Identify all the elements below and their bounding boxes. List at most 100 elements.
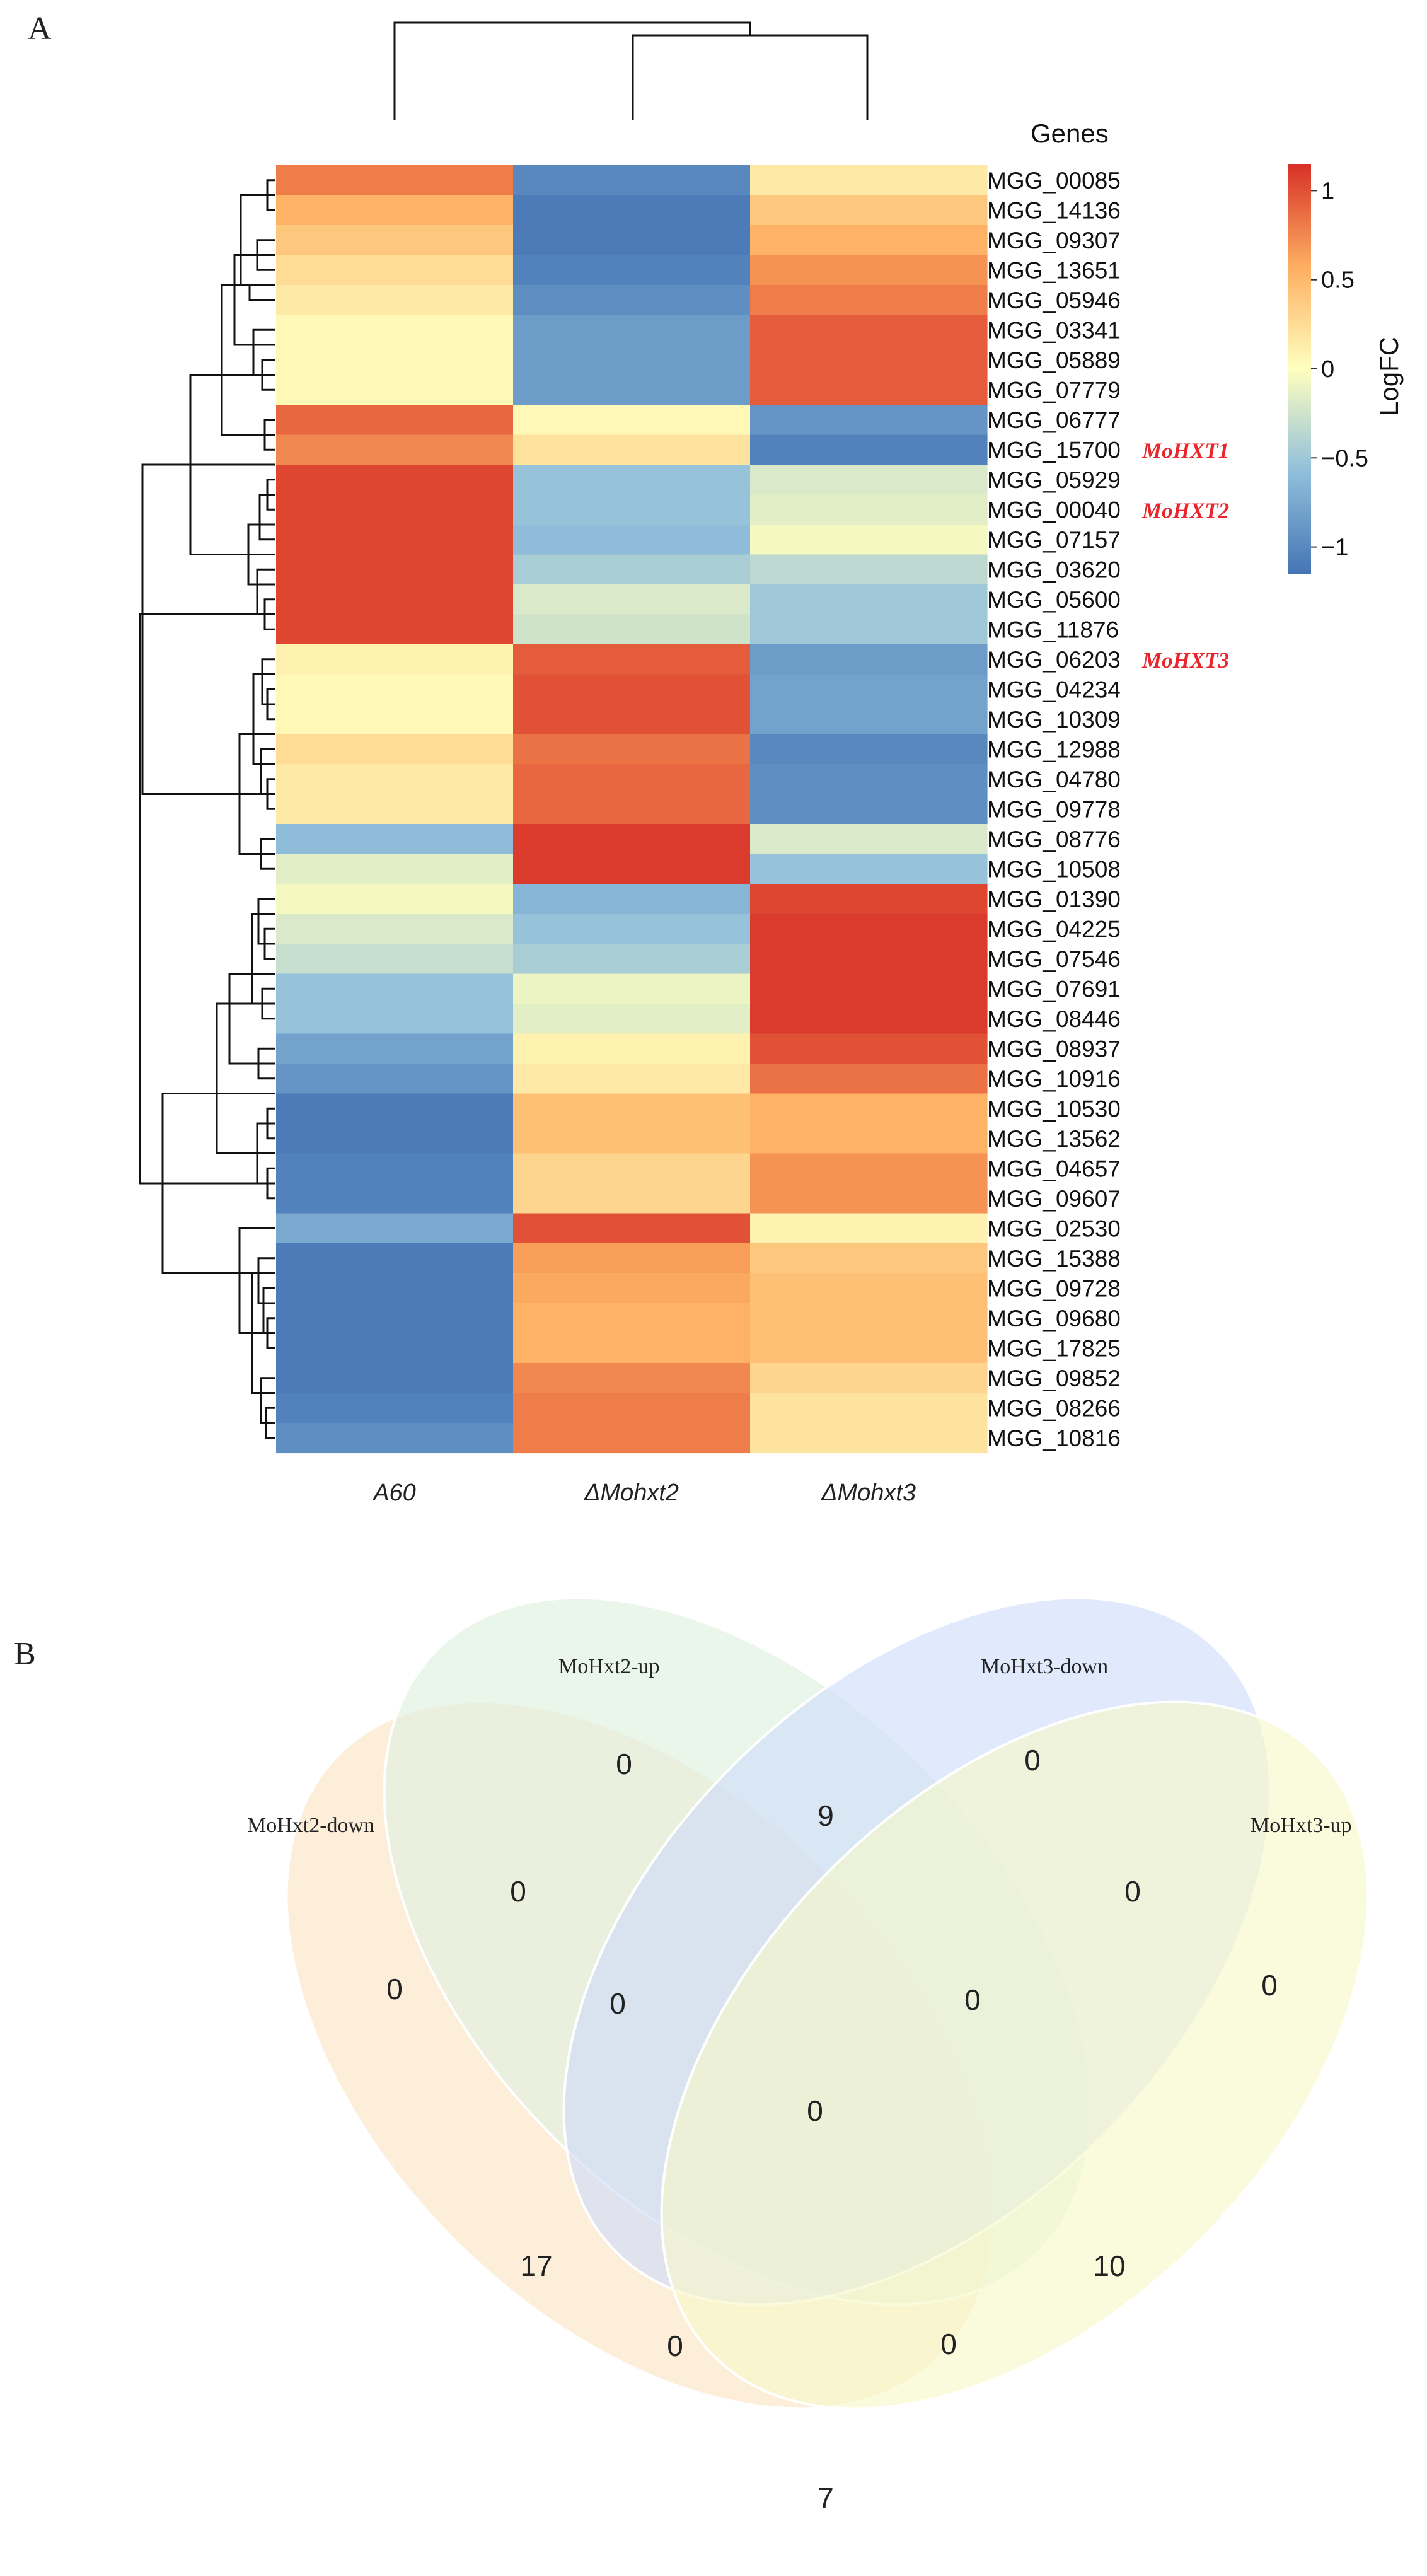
- heatmap-cell: [513, 195, 751, 226]
- heatmap-cell: [276, 1273, 514, 1304]
- heatmap-cell: [276, 1213, 514, 1244]
- heatmap-cell: [513, 225, 751, 256]
- gene-label: MGG_02530: [987, 1215, 1121, 1241]
- venn-count: 0: [386, 1973, 403, 2005]
- heatmap-cell: [513, 1153, 751, 1184]
- heatmap-cell: [513, 1333, 751, 1364]
- heatmap-cell: [276, 285, 514, 316]
- heatmap-cell: [750, 554, 988, 585]
- heatmap-cell: [513, 494, 751, 525]
- heatmap-cell: [276, 1393, 514, 1424]
- heatmap-cell: [513, 1363, 751, 1394]
- heatmap-cell: [750, 884, 988, 915]
- heatmap-cell: [513, 1093, 751, 1124]
- heatmap-cell: [513, 1303, 751, 1334]
- gene-label: MGG_06203: [987, 647, 1121, 673]
- gene-label: MGG_03620: [987, 557, 1121, 583]
- venn-set-mohxt3-up: [660, 1700, 1370, 2410]
- heatmap-cell: [513, 525, 751, 555]
- venn-count: 0: [610, 1987, 626, 2020]
- heatmap-cell: [276, 165, 514, 196]
- heatmap-cell: [276, 914, 514, 944]
- heatmap-cell: [750, 345, 988, 376]
- gene-label: MGG_09607: [987, 1186, 1121, 1212]
- heatmap-cell: [276, 704, 514, 735]
- gene-label: MGG_11876: [987, 617, 1119, 642]
- venn-count: 0: [1261, 1969, 1278, 2002]
- heatmap-cell: [276, 584, 514, 615]
- panel-label-b: B: [14, 1636, 36, 1672]
- gene-label: MGG_10508: [987, 856, 1121, 882]
- gene-label: MGG_09852: [987, 1366, 1121, 1391]
- gene-label: MGG_04234: [987, 676, 1121, 702]
- heatmap-cell: [750, 794, 988, 825]
- heatmap-cell: [513, 614, 751, 645]
- heatmap-cell: [513, 255, 751, 286]
- highlight-gene-label: MoHXT1: [1141, 438, 1229, 463]
- dendrogram-branch: [248, 284, 275, 301]
- heatmap-column-labels: A60 ΔMohxt2 ΔMohxt3: [372, 1480, 916, 1506]
- gene-label: MGG_09778: [987, 796, 1121, 822]
- heatmap-cell: [513, 1423, 751, 1454]
- heatmap-cell: [750, 494, 988, 525]
- gene-label: MGG_04780: [987, 767, 1121, 792]
- gene-label: MGG_07157: [987, 527, 1121, 553]
- venn-count: 0: [1024, 1744, 1041, 1777]
- heatmap-cell: [750, 255, 988, 286]
- colorbar-tick-label: 0: [1321, 356, 1334, 383]
- gene-label: MGG_01390: [987, 886, 1121, 912]
- heatmap-cell: [513, 1183, 751, 1214]
- heatmap-row-labels: MGG_00085 MGG_14136 MGG_09307 MGG_13651 MGG_…: [987, 168, 1229, 1451]
- heatmap-cell: [513, 1064, 751, 1094]
- dendrogram-branch: [139, 613, 275, 1185]
- heatmap-cell: [750, 1363, 988, 1394]
- heatmap-cell: [276, 315, 514, 345]
- heatmap-cell: [750, 405, 988, 436]
- gene-label: MGG_05929: [987, 467, 1121, 493]
- heatmap-cell: [513, 584, 751, 615]
- heatmap-cell: [750, 854, 988, 885]
- heatmap-cell: [276, 1153, 514, 1184]
- gene-label: MGG_07779: [987, 377, 1121, 403]
- heatmap-cell: [750, 1033, 988, 1064]
- gene-label: MGG_09307: [987, 228, 1121, 253]
- heatmap-cell: [276, 944, 514, 975]
- heatmap-cell: [276, 1303, 514, 1334]
- venn-counts: 0 0 0 0 9 0 0 0 0 0 17 10 0 0 7: [386, 1744, 1278, 2514]
- dendrogram-branch: [141, 463, 275, 795]
- gene-label: MGG_05600: [987, 587, 1121, 613]
- venn-count: 0: [807, 2094, 823, 2127]
- heatmap-cell: [276, 405, 514, 436]
- highlight-gene-label: MoHXT3: [1141, 648, 1229, 673]
- heatmap-cell: [513, 1273, 751, 1304]
- heatmap-cell: [276, 884, 514, 915]
- colorbar-title: LogFC: [1374, 337, 1404, 416]
- colorbar: 1 0.5 0 −0.5 −1 LogFC: [1288, 164, 1404, 574]
- heatmap-cell: [513, 405, 751, 436]
- dendrogram-branch: [257, 898, 275, 945]
- heatmap-cell: [276, 734, 514, 765]
- venn-count: 7: [817, 2481, 834, 2514]
- dendrogram-branch: [216, 1002, 275, 1154]
- heatmap-cell: [276, 1183, 514, 1214]
- row-header: Genes: [1031, 119, 1109, 148]
- colorbar-gradient: [1288, 164, 1311, 574]
- heatmap-cell: [750, 944, 988, 975]
- gene-label: MGG_04225: [987, 916, 1121, 942]
- heatmap-cell: [276, 554, 514, 585]
- heatmap-cell: [513, 794, 751, 825]
- heatmap-cell: [513, 704, 751, 735]
- panel-label-a: A: [28, 11, 52, 47]
- heatmap-cell: [276, 1123, 514, 1154]
- heatmap-cell: [750, 764, 988, 795]
- heatmap-cell: [750, 434, 988, 465]
- heatmap-cell: [750, 1183, 988, 1214]
- colorbar-ticks: 1 0.5 0 −0.5 −1: [1311, 178, 1368, 561]
- heatmap-cell: [750, 644, 988, 675]
- heatmap-cell: [513, 764, 751, 795]
- heatmap-cell: [750, 374, 988, 405]
- gene-label: MGG_12988: [987, 736, 1121, 762]
- heatmap-cell: [276, 1033, 514, 1064]
- heatmap-cell: [276, 1093, 514, 1124]
